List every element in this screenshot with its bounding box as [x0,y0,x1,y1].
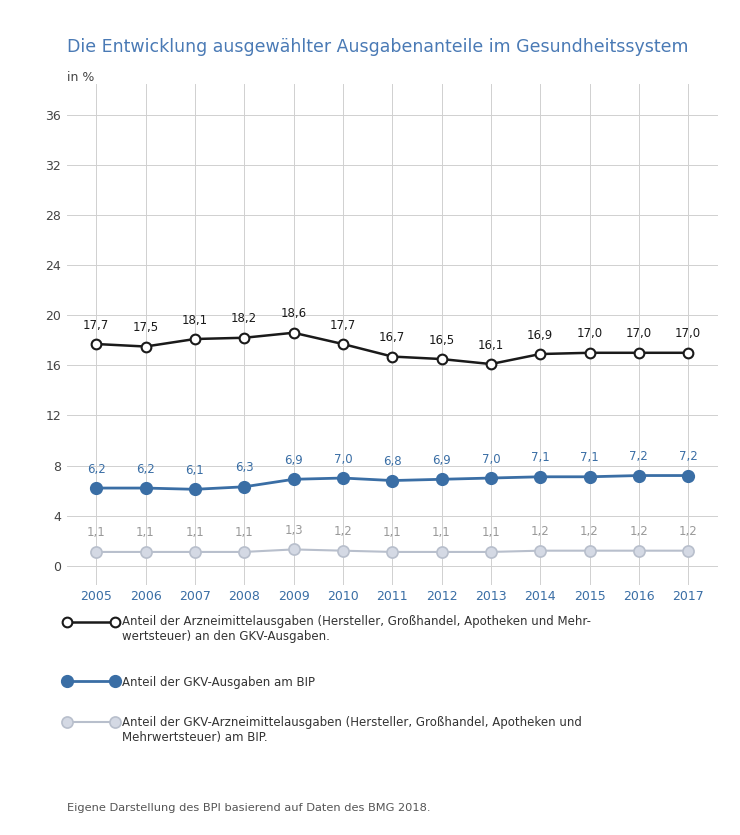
Text: 7,0: 7,0 [334,453,352,466]
Text: 17,7: 17,7 [330,318,356,331]
Text: 17,5: 17,5 [132,321,158,334]
Text: 7,2: 7,2 [630,450,648,463]
Text: 6,2: 6,2 [136,463,155,476]
Text: 17,7: 17,7 [83,318,110,331]
Text: 17,0: 17,0 [626,327,652,341]
Text: 7,1: 7,1 [531,451,550,464]
Text: Anteil der Arzneimittelausgaben (Hersteller, Großhandel, Apotheken und Mehr-
wer: Anteil der Arzneimittelausgaben (Herstel… [122,615,591,644]
Text: 18,1: 18,1 [182,313,208,326]
Text: 7,2: 7,2 [679,450,698,463]
Text: 1,1: 1,1 [87,526,106,539]
Text: 6,2: 6,2 [87,463,106,476]
Text: 17,0: 17,0 [675,327,702,341]
Text: 1,1: 1,1 [482,526,500,539]
Text: Die Entwicklung ausgewählter Ausgabenanteile im Gesundheitssystem: Die Entwicklung ausgewählter Ausgabenant… [67,38,688,56]
Text: Anteil der GKV-Ausgaben am BIP: Anteil der GKV-Ausgaben am BIP [122,676,315,690]
Text: 18,6: 18,6 [280,307,306,321]
Text: in %: in % [67,71,94,84]
Text: 7,0: 7,0 [482,453,500,466]
Text: 1,3: 1,3 [284,524,303,537]
Text: 1,1: 1,1 [432,526,451,539]
Text: 1,1: 1,1 [186,526,204,539]
Text: 6,9: 6,9 [284,453,303,467]
Text: 6,8: 6,8 [383,455,402,468]
Text: 1,1: 1,1 [383,526,402,539]
Text: 17,0: 17,0 [576,327,602,341]
Text: 6,1: 6,1 [186,463,204,477]
Text: Eigene Darstellung des BPI basierend auf Daten des BMG 2018.: Eigene Darstellung des BPI basierend auf… [67,803,430,813]
Text: 1,2: 1,2 [531,525,550,539]
Text: Anteil der GKV-Arzneimittelausgaben (Hersteller, Großhandel, Apotheken und
Mehrw: Anteil der GKV-Arzneimittelausgaben (Her… [122,716,582,744]
Text: 16,7: 16,7 [379,331,406,344]
Text: 1,2: 1,2 [630,525,648,539]
Text: 1,1: 1,1 [235,526,254,539]
Text: 18,2: 18,2 [231,312,258,326]
Text: 1,1: 1,1 [136,526,155,539]
Text: 6,9: 6,9 [432,453,451,467]
Text: 7,1: 7,1 [580,451,599,464]
Text: 6,3: 6,3 [235,461,254,474]
Text: 16,9: 16,9 [527,328,554,342]
Text: 16,5: 16,5 [428,333,454,347]
Text: 1,2: 1,2 [580,525,599,539]
Text: 16,1: 16,1 [478,338,504,352]
Text: 1,2: 1,2 [334,525,352,539]
Text: 1,2: 1,2 [679,525,698,539]
